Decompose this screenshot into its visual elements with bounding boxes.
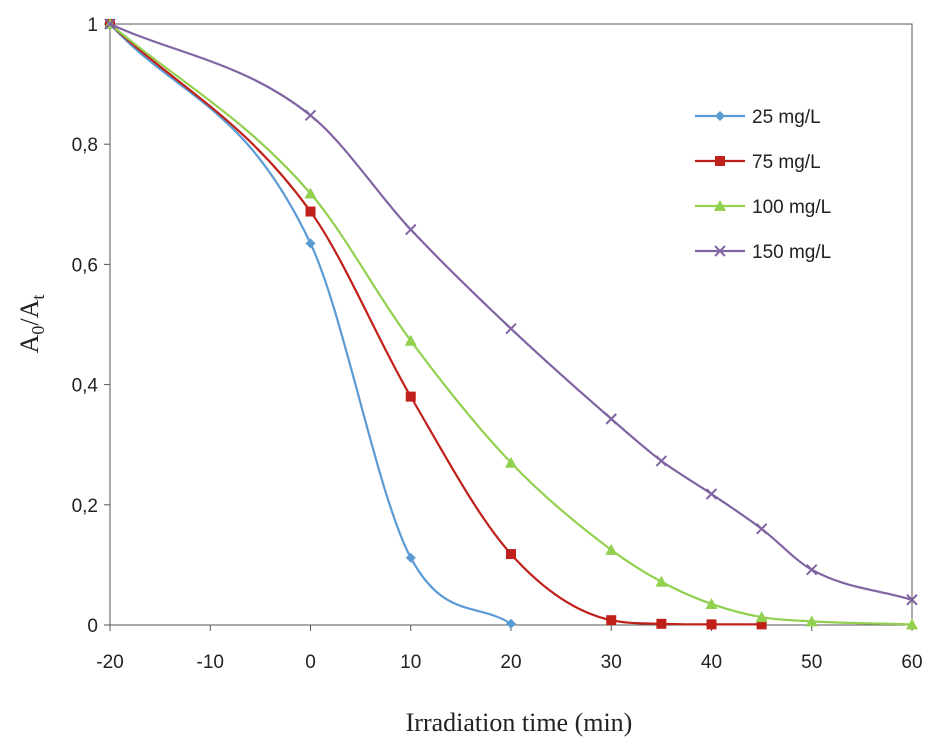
data-point bbox=[505, 322, 517, 335]
y-axis-title-slash: /A bbox=[15, 299, 44, 325]
series-150-mg-l bbox=[104, 18, 918, 606]
series-layer bbox=[104, 18, 918, 630]
data-point bbox=[305, 238, 316, 249]
y-tick-label: 0,6 bbox=[72, 255, 98, 276]
data-point bbox=[755, 611, 768, 623]
data-point bbox=[606, 615, 617, 626]
legend-marker bbox=[715, 156, 725, 166]
y-tick-label: 0,2 bbox=[72, 496, 98, 517]
data-point bbox=[506, 549, 516, 560]
legend-label: 75 mg/L bbox=[752, 152, 821, 173]
legend-item: 100 mg/L bbox=[695, 197, 831, 218]
data-point bbox=[304, 109, 317, 122]
series-line bbox=[109, 23, 512, 625]
axes: 0 0,2 0,4 0,6 0,8 1 -20 -10 0 10 20 30 40 50 60 bbox=[72, 15, 923, 673]
y-axis-title-sub0: 0 bbox=[28, 326, 48, 335]
data-point bbox=[805, 615, 818, 627]
x-tick-label: 40 bbox=[701, 652, 722, 673]
data-point bbox=[405, 391, 416, 402]
legend-marker bbox=[714, 200, 726, 211]
data-point bbox=[655, 455, 668, 467]
legend-marker bbox=[715, 111, 725, 121]
y-tick-label: 0,8 bbox=[72, 135, 98, 156]
data-point bbox=[104, 18, 116, 30]
data-point bbox=[706, 619, 717, 630]
data-point bbox=[806, 564, 818, 576]
legend-item: 75 mg/L bbox=[695, 152, 821, 173]
y-axis-title-main: A bbox=[15, 334, 44, 353]
y-axis-title-subt: t bbox=[28, 295, 48, 300]
legend-label: 150 mg/L bbox=[752, 242, 831, 263]
legend: 25 mg/L 75 mg/L 100 mg/L 150 mg/L bbox=[695, 107, 831, 263]
data-point bbox=[755, 523, 768, 535]
data-point bbox=[605, 543, 618, 555]
x-axis-title: Irradiation time (min) bbox=[406, 708, 633, 737]
y-tick-label: 0 bbox=[87, 616, 98, 637]
y-tick-label: 0,4 bbox=[72, 376, 99, 397]
series-25-mg-l bbox=[105, 19, 516, 629]
data-point bbox=[605, 413, 617, 425]
series-line bbox=[109, 23, 762, 626]
x-tick-label: -10 bbox=[197, 652, 224, 673]
x-tick-label: -20 bbox=[96, 652, 123, 673]
y-tick-label: 1 bbox=[87, 15, 98, 36]
y-axis-title: A0/At bbox=[15, 295, 48, 354]
legend-item: 25 mg/L bbox=[695, 107, 821, 128]
x-tick-label: 50 bbox=[801, 652, 822, 673]
data-point bbox=[405, 552, 416, 563]
legend-label: 100 mg/L bbox=[752, 197, 831, 218]
data-point bbox=[906, 618, 918, 630]
data-point bbox=[506, 618, 516, 629]
series-75-mg-l bbox=[105, 19, 767, 630]
data-point bbox=[404, 334, 417, 346]
legend-label: 25 mg/L bbox=[752, 107, 821, 128]
data-point bbox=[505, 456, 517, 468]
data-point bbox=[655, 575, 668, 587]
legend-marker bbox=[714, 245, 726, 257]
data-point bbox=[305, 206, 316, 217]
x-tick-label: 0 bbox=[305, 652, 316, 673]
legend-item: 150 mg/L bbox=[695, 242, 831, 263]
data-point bbox=[756, 619, 767, 630]
x-tick-label: 60 bbox=[901, 652, 922, 673]
x-tick-label: 20 bbox=[500, 652, 521, 673]
data-point bbox=[304, 187, 317, 199]
x-tick-label: 30 bbox=[601, 652, 622, 673]
x-tick-label: 10 bbox=[400, 652, 421, 673]
data-point bbox=[705, 597, 718, 609]
data-point bbox=[405, 223, 417, 236]
data-point bbox=[656, 618, 667, 629]
data-point bbox=[906, 594, 918, 606]
data-point bbox=[705, 488, 718, 500]
